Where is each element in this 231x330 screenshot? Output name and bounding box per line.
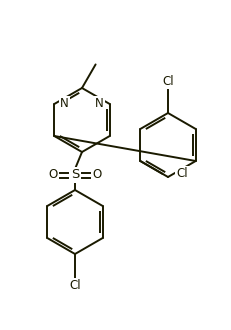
Text: O: O — [92, 169, 101, 182]
Text: N: N — [60, 97, 69, 111]
Text: Cl: Cl — [176, 167, 187, 180]
Text: Cl: Cl — [69, 279, 80, 292]
Text: N: N — [94, 97, 103, 111]
Text: O: O — [48, 169, 57, 182]
Text: S: S — [70, 169, 79, 182]
Text: Cl: Cl — [161, 75, 173, 88]
